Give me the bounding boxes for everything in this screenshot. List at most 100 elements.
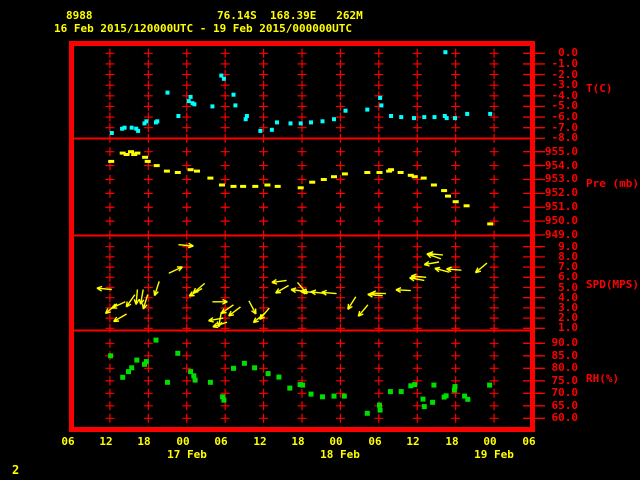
time-range-title: 16 Feb 2015/120000UTC - 19 Feb 2015/0000… xyxy=(54,22,353,35)
grid-cross xyxy=(259,161,269,171)
temperature-point xyxy=(288,121,293,126)
grid-cross xyxy=(143,230,153,240)
pressure-point xyxy=(430,183,437,187)
grid-cross xyxy=(335,91,345,101)
grid-cross xyxy=(259,59,269,69)
grid-cross xyxy=(143,272,153,282)
grid-cross xyxy=(374,388,384,398)
grid-cross xyxy=(259,133,269,143)
grid-cross xyxy=(182,351,192,361)
grid-cross xyxy=(412,388,422,398)
wind-arrow xyxy=(410,273,427,280)
grid-cross xyxy=(451,338,461,348)
grid-cross xyxy=(143,174,153,184)
wind-arrow xyxy=(138,289,145,305)
wind-arrow xyxy=(395,287,411,294)
grid-cross xyxy=(220,272,230,282)
grid-cross xyxy=(220,262,230,272)
grid-cross xyxy=(297,252,307,262)
grid-cross xyxy=(143,303,153,313)
grid-cross xyxy=(412,59,422,69)
pressure-point xyxy=(163,169,170,173)
grid-cross xyxy=(182,188,192,198)
grid-cross xyxy=(297,101,307,111)
grid-cross xyxy=(182,283,192,292)
temperature-point xyxy=(120,126,125,131)
y-tick-label: -2.0 xyxy=(551,68,579,81)
grid-cross xyxy=(451,293,461,303)
x-hour-label: 18 xyxy=(137,435,151,448)
temperature-point xyxy=(244,114,249,118)
temperature-point xyxy=(453,116,457,121)
wind-arrow xyxy=(474,262,488,274)
grid-cross xyxy=(335,293,345,303)
grid-cross xyxy=(220,202,230,212)
grid-cross xyxy=(297,363,307,373)
grid-cross xyxy=(374,262,384,272)
relative-humidity-point xyxy=(430,399,436,405)
relative-humidity-point xyxy=(192,377,198,383)
wind-arrow xyxy=(125,294,136,308)
grid-cross xyxy=(182,59,192,69)
wind-arrow xyxy=(111,301,126,309)
relative-humidity-point xyxy=(320,394,325,400)
y-tick-label: 951.0 xyxy=(544,200,578,213)
grid-cross xyxy=(374,123,384,133)
grid-cross xyxy=(182,272,192,282)
y-tick-label: 6.0 xyxy=(558,270,578,283)
grid-cross xyxy=(489,272,499,282)
grid-cross xyxy=(220,174,230,184)
grid-cross xyxy=(451,272,461,282)
pressure-point xyxy=(320,178,327,181)
grid-cross xyxy=(182,202,192,212)
station-id: 8988 xyxy=(66,9,93,22)
grid-cross xyxy=(374,133,384,143)
grid-cross xyxy=(412,188,422,198)
grid-cross xyxy=(143,338,153,348)
grid-cross xyxy=(297,303,307,313)
x-hour-label: 00 xyxy=(176,435,190,448)
x-hour-label: 00 xyxy=(483,435,497,448)
grid-cross xyxy=(335,323,345,333)
relative-humidity-point xyxy=(408,383,414,389)
y-tick-label: 952.0 xyxy=(544,186,578,199)
pressure-point xyxy=(142,155,149,159)
relative-humidity-point xyxy=(377,402,382,408)
grid-cross xyxy=(451,351,461,361)
grid-cross xyxy=(220,252,230,262)
wind-arrow xyxy=(153,281,160,297)
temperature-point xyxy=(186,99,191,104)
grid-cross xyxy=(451,216,461,226)
grid-cross xyxy=(220,147,230,157)
grid-cross xyxy=(182,80,192,90)
y-tick-label: -6.0 xyxy=(551,110,579,123)
wind-arrow xyxy=(370,290,386,297)
wind-arrow xyxy=(434,266,450,273)
grid-cross xyxy=(374,80,384,90)
grid-cross xyxy=(297,230,307,240)
grid-cross xyxy=(297,413,307,423)
pressure-point xyxy=(407,173,414,177)
grid-cross xyxy=(412,48,422,58)
grid-cross xyxy=(374,216,384,226)
grid-cross xyxy=(489,123,499,133)
temperature-point xyxy=(142,121,147,126)
grid-cross xyxy=(297,323,307,333)
grid-cross xyxy=(259,70,269,80)
wind-arrow xyxy=(168,266,183,274)
relative-humidity-point xyxy=(398,389,404,395)
grid-cross xyxy=(182,112,192,122)
temperature-point xyxy=(122,125,127,130)
grid-cross xyxy=(374,188,384,198)
grid-cross xyxy=(451,303,461,313)
grid-cross xyxy=(143,80,153,90)
grid-cross xyxy=(335,413,345,423)
pressure-point xyxy=(219,183,225,187)
relative-humidity-point xyxy=(300,382,306,388)
x-hour-label: 06 xyxy=(61,435,75,448)
x-hour-label: 18 xyxy=(291,435,305,448)
grid-cross xyxy=(182,133,192,143)
grid-cross xyxy=(105,313,115,323)
grid-cross xyxy=(182,388,192,398)
panel-axis-label: T(C) xyxy=(586,82,613,95)
